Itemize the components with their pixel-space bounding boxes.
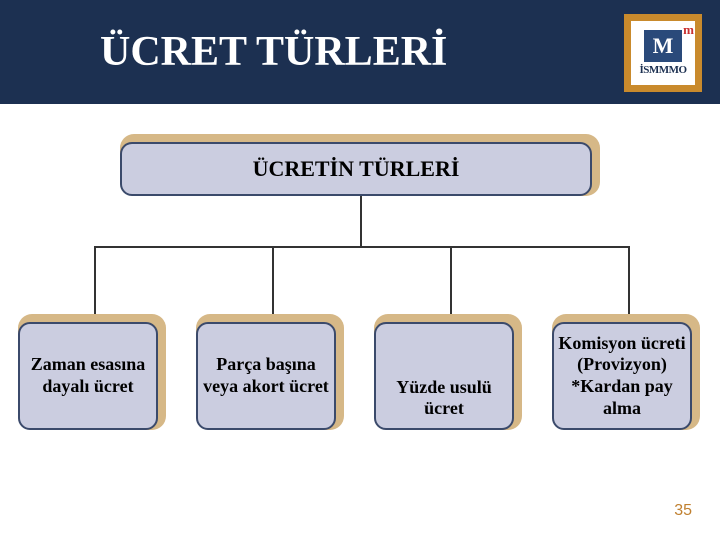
child-label-3: Yüzde usulü ücret: [374, 322, 514, 430]
page-number: 35: [674, 502, 692, 520]
connector: [94, 246, 96, 322]
connector: [450, 246, 452, 322]
child-label-2: Parça başına veya akort ücret: [196, 322, 336, 430]
ismmmo-logo: M İSMMMO: [624, 14, 702, 92]
connector: [628, 246, 630, 322]
connector: [272, 246, 274, 322]
child-node-3: Yüzde usulü ücret: [374, 314, 522, 430]
logo-letter: M: [644, 30, 682, 62]
root-node: ÜCRETİN TÜRLERİ: [120, 134, 600, 196]
child-node-2: Parça başına veya akort ücret: [196, 314, 344, 430]
child-node-4: Komisyon ücreti (Provizyon) *Kardan pay …: [552, 314, 700, 430]
connector: [360, 196, 362, 246]
child-node-1: Zaman esasına dayalı ücret: [18, 314, 166, 430]
org-chart: ÜCRETİN TÜRLERİ Zaman esasına dayalı ücr…: [0, 134, 720, 494]
slide-header: ÜCRET TÜRLERİ M İSMMMO: [0, 0, 720, 104]
connector: [94, 246, 628, 248]
child-label-1: Zaman esasına dayalı ücret: [18, 322, 158, 430]
slide-title: ÜCRET TÜRLERİ: [100, 28, 447, 76]
logo-text: İSMMMO: [639, 64, 686, 76]
child-label-4: Komisyon ücreti (Provizyon) *Kardan pay …: [552, 322, 692, 430]
root-label: ÜCRETİN TÜRLERİ: [120, 142, 592, 196]
